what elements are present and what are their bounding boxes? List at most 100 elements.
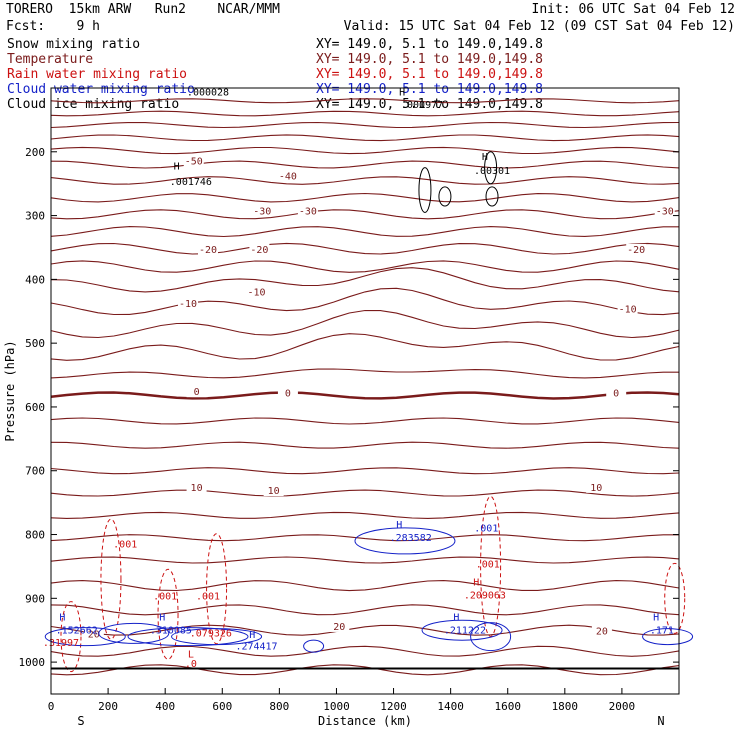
cloud-water-contour [44, 627, 126, 647]
isotherm-label: 10 [191, 483, 203, 494]
cloud-ice-label: .00301 [474, 166, 510, 177]
isotherm-label-bg [617, 303, 638, 315]
cloud-water-label: H [653, 613, 659, 624]
isotherm-label: -10 [247, 288, 265, 299]
y-tick-label: 1000 [19, 656, 46, 669]
isotherm-label-bg [263, 485, 284, 497]
isotherm-label: 0 [194, 387, 200, 398]
isotherm-label-bg [83, 628, 104, 640]
legend-item: Temperature [7, 52, 93, 67]
x-tick-label: 1800 [552, 700, 579, 713]
cloud-water-contour [642, 628, 694, 646]
cloud-water-label: H [159, 613, 165, 624]
isotherm-label: 20 [88, 630, 100, 641]
rain-contour [480, 495, 502, 637]
rain-label: L [188, 650, 194, 661]
isotherm-label: 10 [590, 483, 602, 494]
isotherm [50, 192, 680, 203]
isotherm-label-bg [186, 481, 207, 493]
isotherm [50, 333, 680, 361]
cloud-ice-contour [484, 151, 498, 185]
cloud-water-label: .310085 [150, 625, 192, 636]
rain-label: .001 [196, 592, 220, 603]
isotherm-label: 10 [268, 486, 280, 497]
cloud-water-label: H [59, 613, 65, 624]
isotherm-zero [50, 391, 680, 400]
rain-label: .001 [476, 560, 500, 571]
endpoint-south: S [77, 714, 84, 728]
isotherm [50, 604, 680, 616]
isotherm [50, 645, 680, 657]
isotherm [50, 226, 679, 238]
isotherm-label-bg [252, 205, 273, 217]
rain-label: .209063 [464, 590, 506, 601]
isotherm [50, 489, 680, 497]
isotherm-label-bg [183, 155, 204, 167]
isotherm-label-bg [277, 170, 298, 182]
rain-label: .0 [185, 659, 197, 670]
y-tick-label: 600 [25, 401, 45, 414]
rain-contour [206, 533, 228, 645]
legend-item: Cloud water mixing ratio [7, 82, 195, 97]
isotherm-label: -20 [199, 245, 217, 256]
isotherm [50, 511, 680, 519]
legend-item: Cloud ice mixing ratio [7, 97, 179, 112]
rain-label: .31997 [43, 638, 79, 649]
isotherm-label: -50 [185, 156, 203, 167]
isotherm [50, 134, 680, 142]
isotherm-label: -20 [627, 245, 645, 256]
forecast-hour: Fcst: 9 h [6, 19, 100, 34]
y-tick-label: 400 [25, 273, 45, 286]
legend-item: Snow mixing ratio [7, 37, 140, 52]
y-tick-label: 700 [25, 465, 45, 478]
isotherm [50, 98, 680, 104]
cloud-water-contour [303, 639, 325, 653]
isotherm-label-bg [277, 387, 298, 399]
isotherm-label: -30 [656, 207, 674, 218]
x-tick-label: 1000 [323, 700, 350, 713]
cloud-water-contour [98, 622, 170, 644]
isotherm-label: -10 [179, 299, 197, 310]
isotherm [50, 121, 680, 129]
isotherm-label: -10 [619, 304, 637, 315]
x-tick-label: 1400 [437, 700, 464, 713]
isotherm-label-bg [178, 298, 199, 310]
cloud-water-contour [171, 628, 263, 646]
cloud-water-label: .211222 [444, 625, 486, 636]
legend-xy: XY= 149.0, 5.1 to 149.0,149.8 [316, 37, 543, 52]
x-tick-label: 800 [269, 700, 289, 713]
isotherm-label-bg [198, 243, 218, 255]
legend-xy: XY= 149.0, 5.1 to 149.0,149.8 [316, 52, 543, 67]
isotherm-label: -40 [279, 172, 297, 183]
isotherm [50, 534, 679, 542]
isotherm-label: 0 [285, 388, 291, 399]
rain-contour [664, 562, 686, 634]
isotherm-label-bg [246, 286, 267, 298]
cloud-ice-contour [485, 186, 499, 207]
isotherm [50, 580, 680, 592]
valid-time: Valid: 15 UTC Sat 04 Feb 12 (09 CST Sat … [343, 19, 735, 34]
rain-label: .079326 [190, 629, 232, 640]
y-tick-label: 200 [25, 146, 45, 159]
cloud-water-contour [470, 622, 512, 652]
isotherm [50, 110, 680, 117]
rain-contour [60, 601, 82, 673]
rain-contour [157, 568, 179, 660]
cloud-water-contour [127, 627, 249, 647]
isotherm [50, 260, 680, 273]
isotherm-label-bg [606, 387, 627, 399]
isotherm [50, 309, 680, 339]
x-tick-label: 0 [48, 700, 55, 713]
cloud-ice-contour [438, 186, 452, 207]
isotherm-label-bg [186, 386, 207, 398]
isotherm [50, 368, 679, 379]
cloud-ice-label: .001746 [170, 177, 212, 188]
cloud-water-label: .001 [474, 523, 498, 534]
rain-label: H [473, 578, 479, 589]
x-tick-label: 200 [98, 700, 118, 713]
cloud-water-label: .152662 [56, 625, 98, 636]
isotherm-label: 20 [596, 626, 608, 637]
isotherm-label-bg [654, 205, 675, 217]
isotherm [50, 287, 680, 316]
